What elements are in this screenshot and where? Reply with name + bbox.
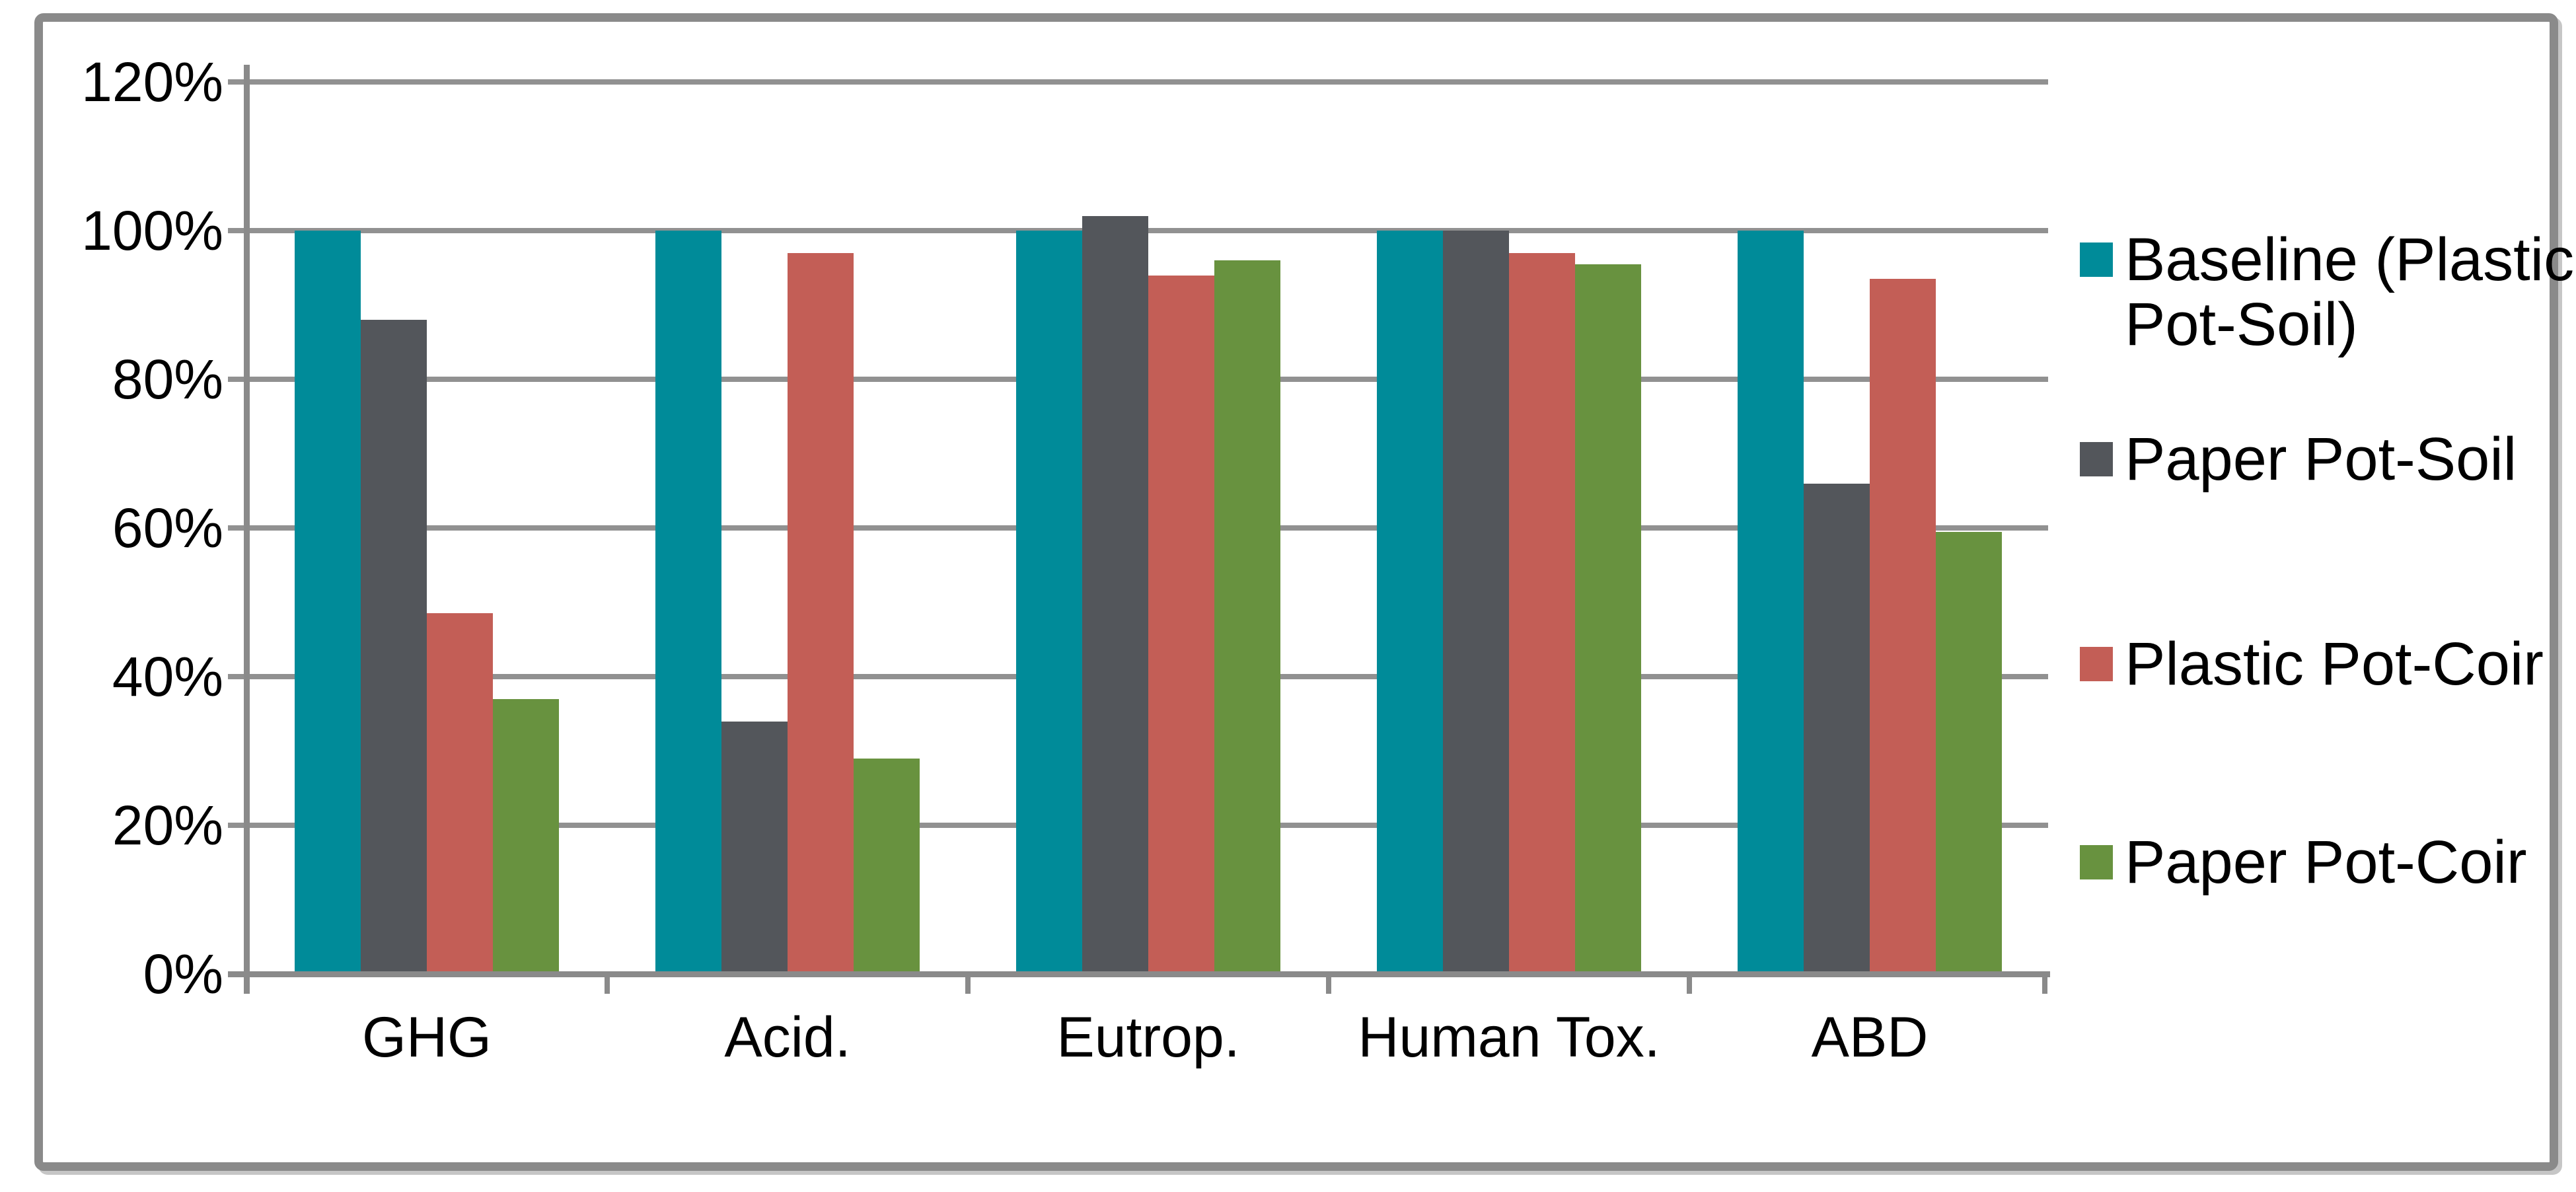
gridline-120 [228,79,2048,85]
y-axis-label-40: 40% [112,646,223,708]
x-axis-label-ghg: GHG [362,1006,492,1069]
bar-plastic-pot-coir-eutrop [1148,275,1214,974]
bar-plastic-pot-coir-human-tox [1509,252,1575,974]
bar-paper-pot-coir-eutrop [1214,260,1280,974]
y-axis-label-20: 20% [112,794,223,856]
x-axis-line [228,971,2050,977]
legend-label: Plastic Pot-Coir [2125,630,2544,698]
x-axis-label-human-tox: Human Tox. [1358,1006,1660,1069]
x-axis-label-eutrop: Eutrop. [1056,1006,1240,1069]
x-axis-label-acid: Acid. [724,1006,851,1069]
bar-baseline-plastic-pot-soil-ghg [295,231,361,974]
x-axis-tick [965,977,971,994]
x-axis-tick [605,977,610,994]
bar-paper-pot-coir-ghg [493,698,559,974]
x-axis-tick [1687,977,1692,994]
bar-paper-pot-coir-acid [854,758,920,974]
bar-baseline-plastic-pot-soil-acid [655,231,721,974]
legend-label: Baseline (Plastic Pot-Soil) [2125,226,2575,358]
bar-paper-pot-soil-human-tox [1443,231,1509,974]
bar-paper-pot-soil-acid [721,721,788,974]
x-axis-tick [1326,977,1331,994]
bar-paper-pot-soil-eutrop [1082,215,1148,974]
bar-paper-pot-soil-ghg [361,320,427,974]
legend-swatch-icon [2080,242,2113,277]
bar-baseline-plastic-pot-soil-eutrop [1016,231,1082,974]
y-axis-label-60: 60% [112,497,223,559]
bar-paper-pot-soil-abd [1804,483,1870,974]
bar-paper-pot-coir-human-tox [1575,264,1641,974]
legend-swatch-icon [2080,845,2113,879]
x-axis-tick [2042,977,2047,994]
x-axis-label-abd: ABD [1811,1006,1929,1069]
y-axis-line [244,65,250,994]
bar-plastic-pot-coir-ghg [427,613,493,974]
bar-paper-pot-coir-abd [1936,531,2002,974]
chart-outer-border [34,13,2558,1171]
legend-swatch-icon [2080,647,2113,681]
x-axis-tick [244,977,249,994]
bar-baseline-plastic-pot-soil-abd [1738,231,1804,974]
legend-label: Paper Pot-Soil [2125,426,2517,493]
y-axis-label-100: 100% [81,200,223,262]
y-axis-label-80: 80% [112,348,223,410]
bar-plastic-pot-coir-abd [1870,279,1936,974]
y-axis-label-120: 120% [81,51,223,113]
y-axis-label-0: 0% [143,943,223,1005]
legend-swatch-icon [2080,442,2113,476]
bar-plastic-pot-coir-acid [788,252,854,974]
legend-label: Paper Pot-Coir [2125,829,2527,896]
bar-baseline-plastic-pot-soil-human-tox [1377,231,1443,974]
